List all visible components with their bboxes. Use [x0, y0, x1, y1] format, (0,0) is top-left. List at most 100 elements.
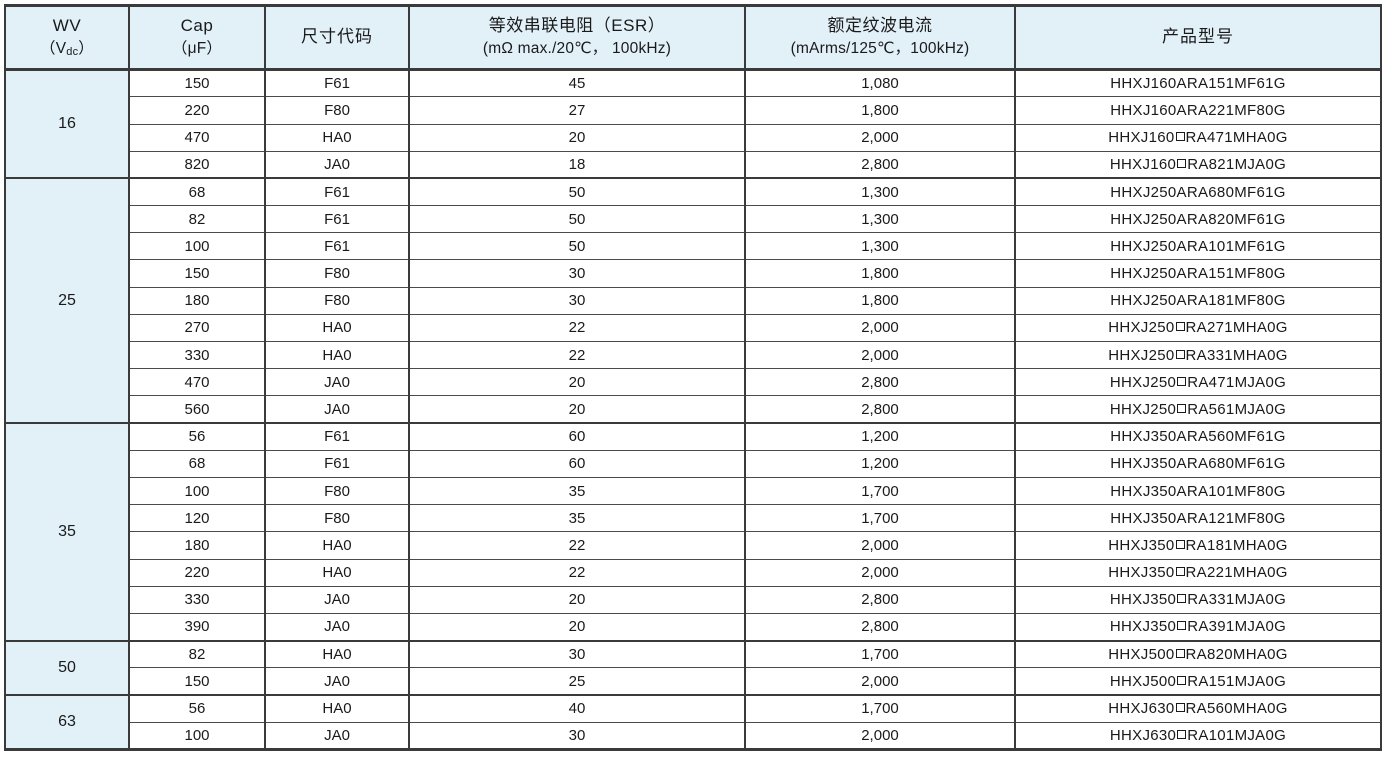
capacitance-cell: 560: [129, 395, 266, 425]
table-row: 330 HA0 22 2,000 HHXJ250 RA331MHA0G: [5, 341, 1381, 370]
column-header-esr: 等效串联电阻（ESR） (mΩ max./20℃， 100kHz): [409, 5, 746, 72]
capacitance-cell: 56: [129, 423, 266, 451]
esr-cell: 50: [409, 178, 746, 207]
placeholder-square-icon: [1177, 403, 1187, 413]
ripple-current-cell: 1,300: [745, 232, 1016, 261]
size-code-cell: HA0: [265, 640, 410, 669]
part-number-cell: HHXJ350ARA121MF80G: [1015, 504, 1381, 533]
table-row: 50 82 HA0 30 1,700 HHXJ500 RA820MHA0G: [5, 640, 1381, 696]
placeholder-square-icon: [1177, 594, 1187, 604]
size-code-cell: F80: [265, 287, 410, 315]
placeholder-square-icon: [1175, 703, 1185, 713]
column-header-unit: (mΩ max./20℃， 100kHz): [482, 40, 672, 58]
part-number-cell: HHXJ500 RA151MJA0G: [1015, 667, 1381, 696]
capacitance-cell: 330: [129, 586, 266, 614]
table-row: 120 F80 35 1,700 HHXJ350ARA121MF80G: [5, 504, 1381, 533]
table-row: 16 150 F61 45 1,080 HHXJ160ARA151MF61G: [5, 69, 1381, 180]
table-row: 330 JA0 20 2,800 HHXJ350 RA331MJA0G: [5, 586, 1381, 614]
column-header-label: 产品型号: [1162, 27, 1234, 46]
ripple-current-cell: 2,000: [745, 314, 1016, 343]
esr-cell: 18: [409, 151, 746, 180]
esr-cell: 30: [409, 640, 746, 669]
ripple-current-cell: 1,300: [745, 178, 1016, 207]
part-number-cell: HHXJ250ARA680MF61G: [1015, 178, 1381, 207]
column-header-title: WV: [52, 16, 82, 35]
ripple-current-cell: 1,080: [745, 69, 1016, 98]
table-row: 560 JA0 20 2,800 HHXJ250 RA561MJA0G: [5, 395, 1381, 425]
ripple-current-cell: 1,800: [745, 287, 1016, 315]
part-number-cell: HHXJ250ARA101MF61G: [1015, 232, 1381, 261]
part-number-cell: HHXJ350 RA181MHA0G: [1015, 531, 1381, 560]
table-row: 180 HA0 22 2,000 HHXJ350 RA181MHA0G: [5, 531, 1381, 560]
ripple-current-cell: 2,800: [745, 151, 1016, 180]
size-code-cell: HA0: [265, 559, 410, 587]
size-code-cell: HA0: [265, 314, 410, 343]
column-header-part-number: 产品型号: [1015, 5, 1381, 72]
capacitance-cell: 68: [129, 450, 266, 478]
esr-cell: 20: [409, 613, 746, 642]
table-row: 820 JA0 18 2,800 HHXJ160 RA821MJA0G: [5, 151, 1381, 180]
capacitance-cell: 180: [129, 287, 266, 315]
ripple-current-cell: 2,000: [745, 722, 1016, 750]
table-body: 16 150 F61 45 1,080 HHXJ160ARA151MF61G 220 F80 2…: [5, 69, 1381, 751]
table-header: WV （Vdc） Cap （μF） 尺寸代码 等效串联电阻（ESR） (mΩ max./20…: [5, 5, 1381, 72]
size-code-cell: HA0: [265, 341, 410, 370]
size-code-cell: F80: [265, 477, 410, 506]
working-voltage-cell: 16: [5, 69, 130, 180]
header-row: WV （Vdc） Cap （μF） 尺寸代码 等效串联电阻（ESR） (mΩ max./20…: [5, 5, 1381, 72]
capacitance-cell: 100: [129, 232, 266, 261]
esr-cell: 60: [409, 423, 746, 451]
part-number-cell: HHXJ160 RA471MHA0G: [1015, 124, 1381, 152]
ripple-current-cell: 2,000: [745, 341, 1016, 370]
placeholder-square-icon: [1177, 729, 1187, 739]
ripple-current-cell: 1,700: [745, 504, 1016, 533]
ripple-current-cell: 2,000: [745, 124, 1016, 152]
ripple-current-cell: 2,000: [745, 531, 1016, 560]
placeholder-square-icon: [1175, 322, 1185, 332]
table-row: 150 F80 30 1,800 HHXJ250ARA151MF80G: [5, 259, 1381, 288]
part-number-cell: HHXJ250ARA151MF80G: [1015, 259, 1381, 288]
part-number-cell: HHXJ630 RA560MHA0G: [1015, 694, 1381, 723]
capacitance-cell: 390: [129, 613, 266, 642]
part-number-cell: HHXJ350ARA680MF61G: [1015, 450, 1381, 478]
table-row: 220 F80 27 1,800 HHXJ160ARA221MF80G: [5, 96, 1381, 125]
part-number-cell: HHXJ630 RA101MJA0G: [1015, 722, 1381, 750]
esr-cell: 25: [409, 667, 746, 696]
capacitance-cell: 150: [129, 259, 266, 288]
part-number-cell: HHXJ250 RA561MJA0G: [1015, 395, 1381, 425]
placeholder-square-icon: [1175, 349, 1185, 359]
part-number-cell: HHXJ250ARA181MF80G: [1015, 287, 1381, 315]
capacitance-cell: 470: [129, 368, 266, 397]
part-number-cell: HHXJ160 RA821MJA0G: [1015, 151, 1381, 180]
table-row: 150 JA0 25 2,000 HHXJ500 RA151MJA0G: [5, 667, 1381, 696]
ripple-current-cell: 1,700: [745, 640, 1016, 669]
column-header-ripple: 额定纹波电流 (mArms/125℃，100kHz): [745, 5, 1016, 72]
placeholder-square-icon: [1175, 567, 1185, 577]
ripple-current-cell: 1,800: [745, 259, 1016, 288]
table-row: 390 JA0 20 2,800 HHXJ350 RA391MJA0G: [5, 613, 1381, 642]
placeholder-square-icon: [1177, 675, 1187, 685]
table-row: 35 56 F61 60 1,200 HHXJ350ARA560MF61G: [5, 423, 1381, 642]
size-code-cell: JA0: [265, 151, 410, 180]
size-code-cell: JA0: [265, 368, 410, 397]
capacitance-cell: 100: [129, 477, 266, 506]
ripple-current-cell: 2,800: [745, 368, 1016, 397]
size-code-cell: F61: [265, 69, 410, 98]
table-row: 100 F61 50 1,300 HHXJ250ARA101MF61G: [5, 232, 1381, 261]
table-row: 180 F80 30 1,800 HHXJ250ARA181MF80G: [5, 287, 1381, 315]
table-row: 470 JA0 20 2,800 HHXJ250 RA471MJA0G: [5, 368, 1381, 397]
unit-subscript: dc: [66, 46, 79, 59]
placeholder-square-icon: [1177, 376, 1187, 386]
table-row: 270 HA0 22 2,000 HHXJ250 RA271MHA0G: [5, 314, 1381, 343]
ripple-current-cell: 1,700: [745, 694, 1016, 723]
placeholder-square-icon: [1177, 621, 1187, 631]
capacitance-cell: 220: [129, 559, 266, 587]
placeholder-square-icon: [1175, 648, 1185, 658]
esr-cell: 20: [409, 395, 746, 425]
part-number-cell: HHXJ250ARA820MF61G: [1015, 205, 1381, 234]
ripple-current-cell: 1,800: [745, 96, 1016, 125]
size-code-cell: F61: [265, 423, 410, 451]
size-code-cell: JA0: [265, 613, 410, 642]
column-header-unit: (mArms/125℃，100kHz): [790, 40, 970, 58]
size-code-cell: JA0: [265, 722, 410, 750]
